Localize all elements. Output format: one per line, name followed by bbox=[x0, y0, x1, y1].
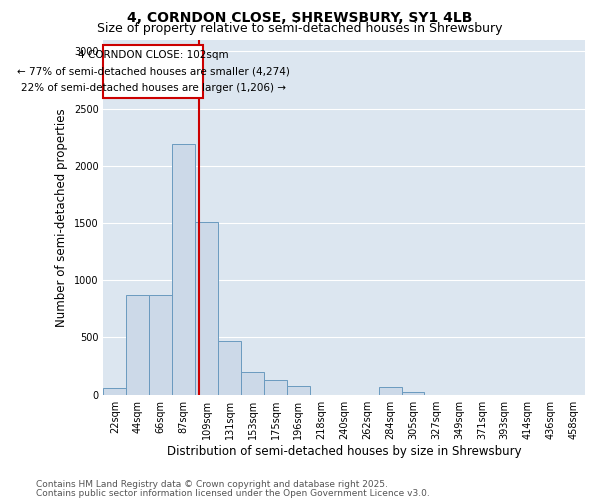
Text: 22% of semi-detached houses are larger (1,206) →: 22% of semi-detached houses are larger (… bbox=[20, 82, 286, 92]
Bar bbox=[195, 222, 218, 394]
Bar bbox=[127, 295, 149, 394]
Y-axis label: Number of semi-detached properties: Number of semi-detached properties bbox=[55, 108, 68, 326]
Text: Size of property relative to semi-detached houses in Shrewsbury: Size of property relative to semi-detach… bbox=[97, 22, 503, 35]
Bar bbox=[218, 341, 241, 394]
Text: Contains public sector information licensed under the Open Government Licence v3: Contains public sector information licen… bbox=[36, 488, 430, 498]
Text: Contains HM Land Registry data © Crown copyright and database right 2025.: Contains HM Land Registry data © Crown c… bbox=[36, 480, 388, 489]
Bar bbox=[241, 372, 264, 394]
Bar bbox=[264, 380, 287, 394]
Bar bbox=[379, 388, 401, 394]
Bar bbox=[172, 144, 195, 395]
Bar bbox=[287, 386, 310, 394]
X-axis label: Distribution of semi-detached houses by size in Shrewsbury: Distribution of semi-detached houses by … bbox=[167, 444, 521, 458]
Bar bbox=[103, 388, 127, 394]
Text: 4, CORNDON CLOSE, SHREWSBURY, SY1 4LB: 4, CORNDON CLOSE, SHREWSBURY, SY1 4LB bbox=[127, 11, 473, 25]
FancyBboxPatch shape bbox=[103, 44, 203, 98]
Bar bbox=[149, 295, 172, 394]
Bar bbox=[401, 392, 424, 394]
Text: 4 CORNDON CLOSE: 102sqm: 4 CORNDON CLOSE: 102sqm bbox=[78, 50, 229, 60]
Text: ← 77% of semi-detached houses are smaller (4,274): ← 77% of semi-detached houses are smalle… bbox=[17, 66, 290, 76]
